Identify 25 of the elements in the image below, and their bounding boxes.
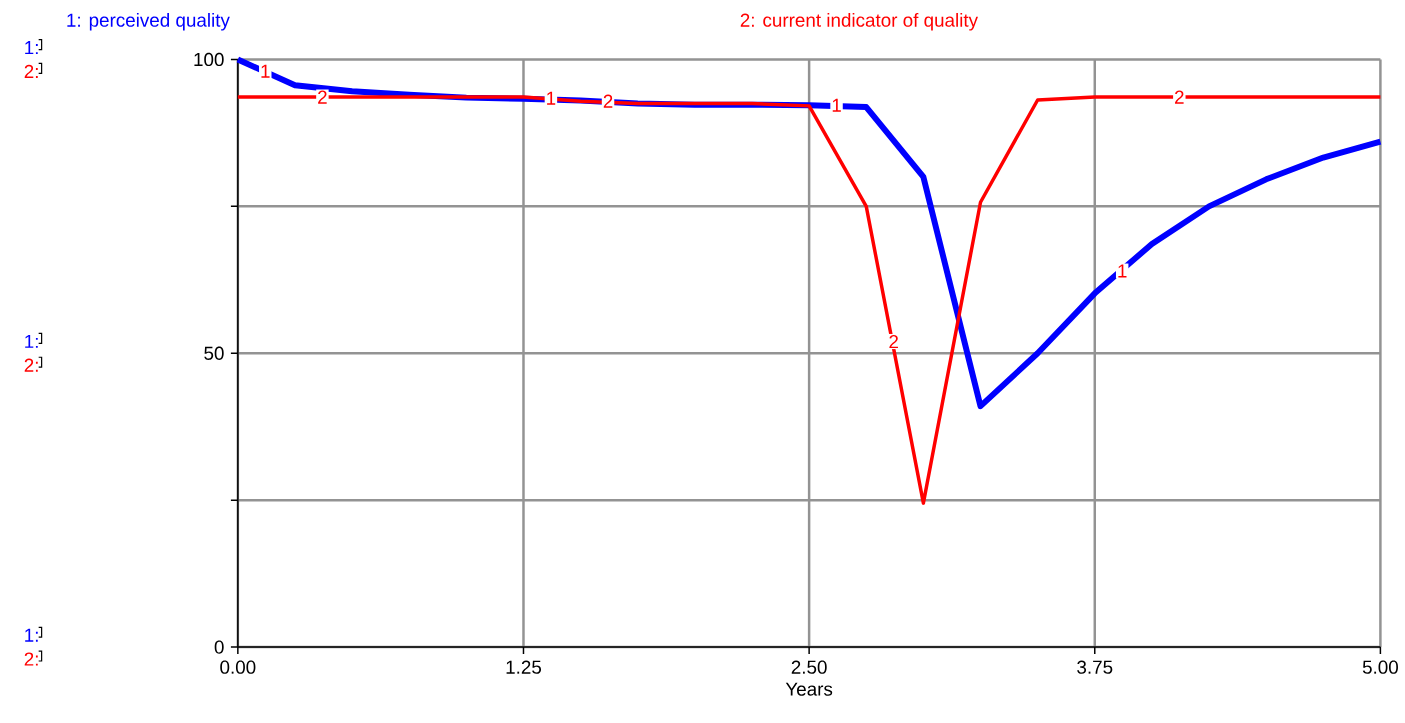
text: 2: xyxy=(24,652,38,666)
text: 2: xyxy=(24,358,38,372)
x-tick-label: 3.75 xyxy=(1077,660,1113,674)
annotation: 2 xyxy=(1175,90,1184,104)
y-tick-label: 100 xyxy=(194,52,224,66)
annotation: 1 xyxy=(832,98,841,112)
text: 2: current indicator of quality xyxy=(740,12,978,31)
text: 2: xyxy=(24,64,38,78)
series-label: 1: perceived quality xyxy=(67,12,230,31)
annotation: 1 xyxy=(1118,264,1127,278)
x-axis-title: Years xyxy=(785,682,833,696)
annotation: 1 xyxy=(261,64,270,78)
x-tick-label: 1.25 xyxy=(506,660,542,674)
x-tick-label: 0.00 xyxy=(220,660,256,674)
text: 1: xyxy=(25,334,38,348)
annotation: 2 xyxy=(603,94,613,108)
x-tick-label: 5.00 xyxy=(1362,660,1398,674)
annotation: 2 xyxy=(318,90,327,104)
annotation: 1 xyxy=(547,91,556,105)
text: 1: xyxy=(25,40,38,54)
annotation: 2 xyxy=(889,334,898,348)
y-tick-label: 0 xyxy=(214,640,224,654)
y-tick-label: 50 xyxy=(204,346,224,360)
x-tick-label: 2.50 xyxy=(791,660,827,674)
text: 1: xyxy=(25,628,38,642)
